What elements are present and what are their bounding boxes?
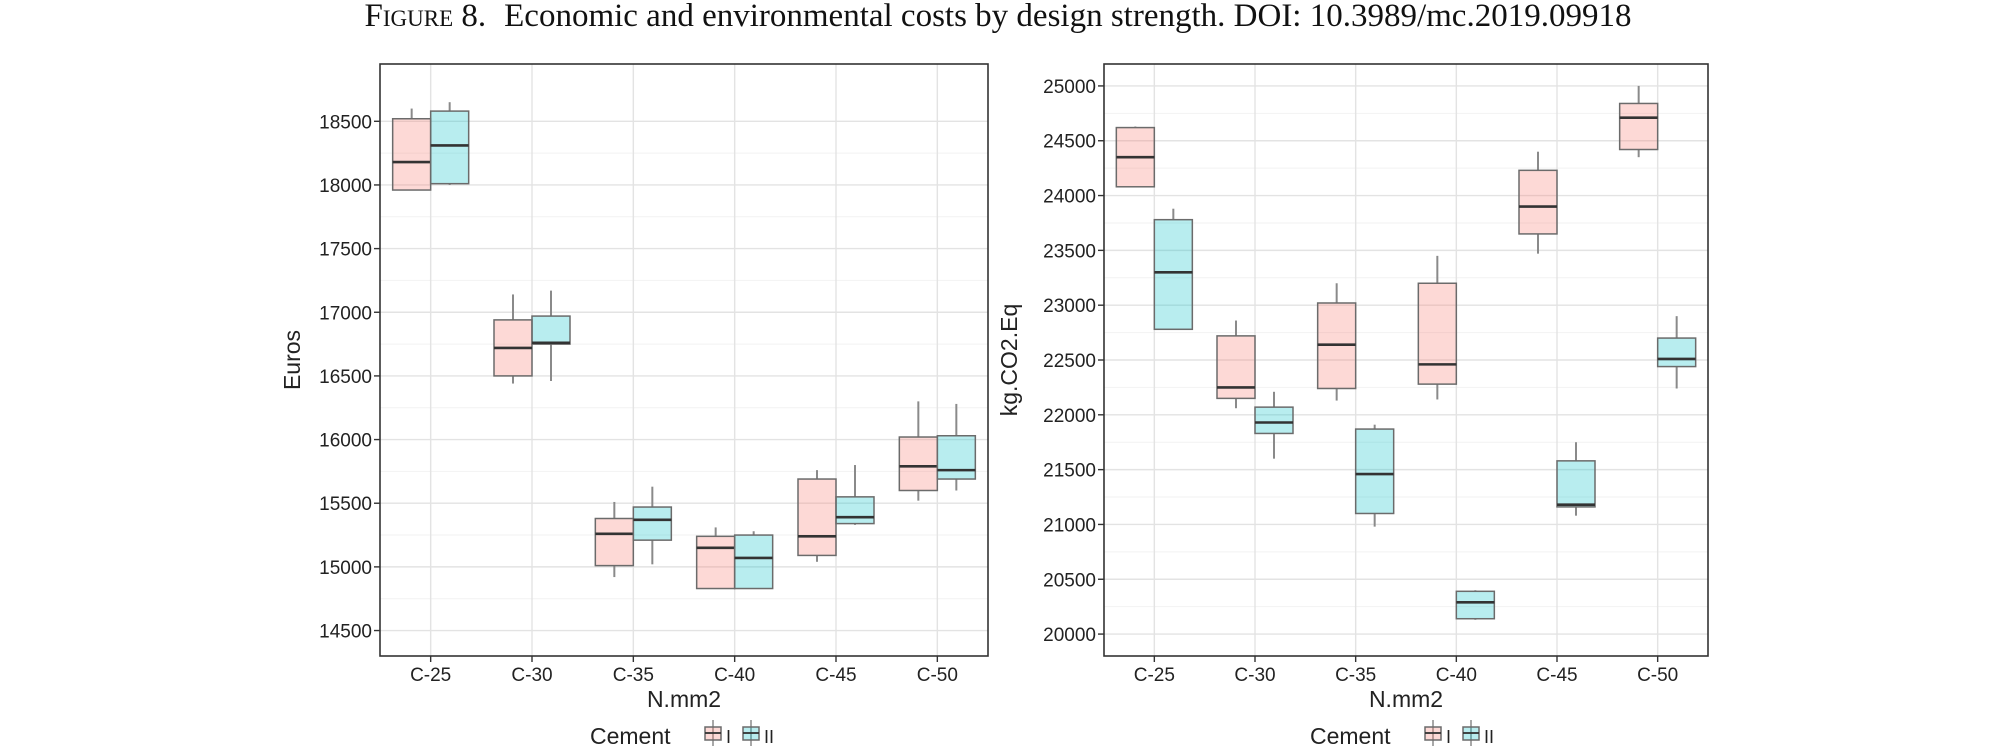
box-iqr <box>1618 102 1659 151</box>
x-tick-label: C-50 <box>1637 665 1678 686</box>
boxplot-box-II-C-40 <box>1455 590 1496 620</box>
boxplot-box-I-C-50 <box>898 401 939 501</box>
box-iqr <box>936 435 977 480</box>
box-iqr <box>695 535 736 590</box>
boxplot-box-II-C-30 <box>1254 391 1294 459</box>
box-iqr <box>531 315 571 345</box>
y-tick-label: 17500 <box>319 240 372 261</box>
box-iqr <box>1417 282 1458 385</box>
y-tick-label: 25000 <box>1043 77 1096 98</box>
y-tick-label: 23500 <box>1043 241 1096 262</box>
box-iqr <box>1518 169 1558 235</box>
y-tick-label: 15500 <box>319 494 372 515</box>
y-tick-label: 21000 <box>1043 515 1096 536</box>
box-iqr <box>1254 406 1294 435</box>
boxplot-box-I-C-35 <box>594 501 635 578</box>
y-tick-label: 20000 <box>1043 625 1096 646</box>
y-tick-label: 22500 <box>1043 351 1096 372</box>
panel-border <box>379 63 989 657</box>
figure-label: Figure 8. <box>364 0 487 34</box>
x-tick-label: C-25 <box>410 665 451 686</box>
y-tick-label: 24500 <box>1043 132 1096 153</box>
y-tick-label: 20500 <box>1043 570 1096 591</box>
y-tick-label: 18000 <box>319 176 372 197</box>
legend-label: I <box>1446 727 1451 747</box>
legend-label: II <box>764 727 774 747</box>
boxplot-box-I-C-35 <box>1316 283 1357 401</box>
legend-title: Cement <box>1310 723 1391 749</box>
y-tick-label: 21500 <box>1043 461 1096 482</box>
boxplot-box-I-C-30 <box>1216 320 1256 409</box>
box-iqr <box>733 534 774 590</box>
box-iqr <box>632 506 673 541</box>
y-axis-title: kg.CO2.Eq <box>996 304 1022 417</box>
box-iqr <box>1354 428 1395 515</box>
boxplot-box-I-C-40 <box>1417 255 1458 400</box>
box-iqr <box>1455 590 1496 620</box>
y-tick-label: 17000 <box>319 303 372 324</box>
x-tick-label: C-45 <box>815 665 856 686</box>
legend-key-II <box>742 720 760 746</box>
legend-label: I <box>726 727 731 747</box>
box-iqr <box>391 117 432 191</box>
boxplot-box-II-C-40 <box>733 531 774 590</box>
box-iqr <box>835 496 875 525</box>
boxplot-box-II-C-30 <box>531 290 571 382</box>
boxplot-box-II-C-50 <box>1656 316 1697 389</box>
box-iqr <box>1216 335 1256 400</box>
boxplot-box-I-C-40 <box>695 527 736 590</box>
boxplot-box-II-C-35 <box>1354 424 1395 527</box>
boxplot-box-II-C-50 <box>936 403 977 491</box>
boxplot-box-I-C-25 <box>391 108 432 191</box>
x-tick-label: C-40 <box>714 665 755 686</box>
y-tick-label: 24000 <box>1043 187 1096 208</box>
y-tick-label: 18500 <box>319 112 372 133</box>
boxplot-box-I-C-25 <box>1115 126 1156 188</box>
legend-key-I <box>1424 720 1442 746</box>
box-iqr <box>1656 337 1697 368</box>
box-iqr <box>1153 218 1194 331</box>
boxplot-box-I-C-45 <box>1518 151 1558 254</box>
boxplot-box-II-C-25 <box>429 102 470 185</box>
x-tick-label: C-30 <box>1234 665 1275 686</box>
x-axis-title: N.mm2 <box>647 686 721 712</box>
y-tick-label: 14500 <box>319 622 372 643</box>
legend-key-I <box>704 720 722 746</box>
x-tick-label: C-35 <box>1335 665 1376 686</box>
x-tick-label: C-45 <box>1536 665 1577 686</box>
boxplot-box-II-C-45 <box>1556 442 1596 516</box>
box-iqr <box>898 436 939 492</box>
figure-caption: Figure 8. Economic and environmental cost… <box>0 0 1996 40</box>
y-tick-label: 23000 <box>1043 296 1096 317</box>
x-tick-label: C-40 <box>1436 665 1477 686</box>
legend-key-II <box>1462 720 1480 746</box>
box-iqr <box>594 517 635 567</box>
boxplot-box-II-C-25 <box>1153 208 1194 331</box>
boxplot-box-II-C-45 <box>835 465 875 525</box>
y-tick-label: 16000 <box>319 431 372 452</box>
x-tick-label: C-50 <box>917 665 958 686</box>
y-tick-label: 16500 <box>319 367 372 388</box>
boxplot-box-II-C-35 <box>632 486 673 565</box>
legend-label: II <box>1484 727 1494 747</box>
y-tick-label: 15000 <box>319 558 372 579</box>
y-axis-title: Euros <box>279 330 305 390</box>
x-tick-label: C-30 <box>511 665 552 686</box>
box-iqr <box>429 110 470 185</box>
box-iqr <box>797 478 837 557</box>
x-tick-label: C-35 <box>613 665 654 686</box>
figure-caption-text: Economic and environmental costs by desi… <box>504 0 1632 34</box>
boxplot-box-I-C-45 <box>797 470 837 562</box>
legend-title: Cement <box>590 723 671 749</box>
y-tick-label: 22000 <box>1043 406 1096 427</box>
x-tick-label: C-25 <box>1134 665 1175 686</box>
box-iqr <box>1556 460 1596 508</box>
boxplot-box-I-C-30 <box>493 294 533 384</box>
boxplot-box-I-C-50 <box>1618 85 1659 158</box>
x-axis-title: N.mm2 <box>1369 686 1443 712</box>
